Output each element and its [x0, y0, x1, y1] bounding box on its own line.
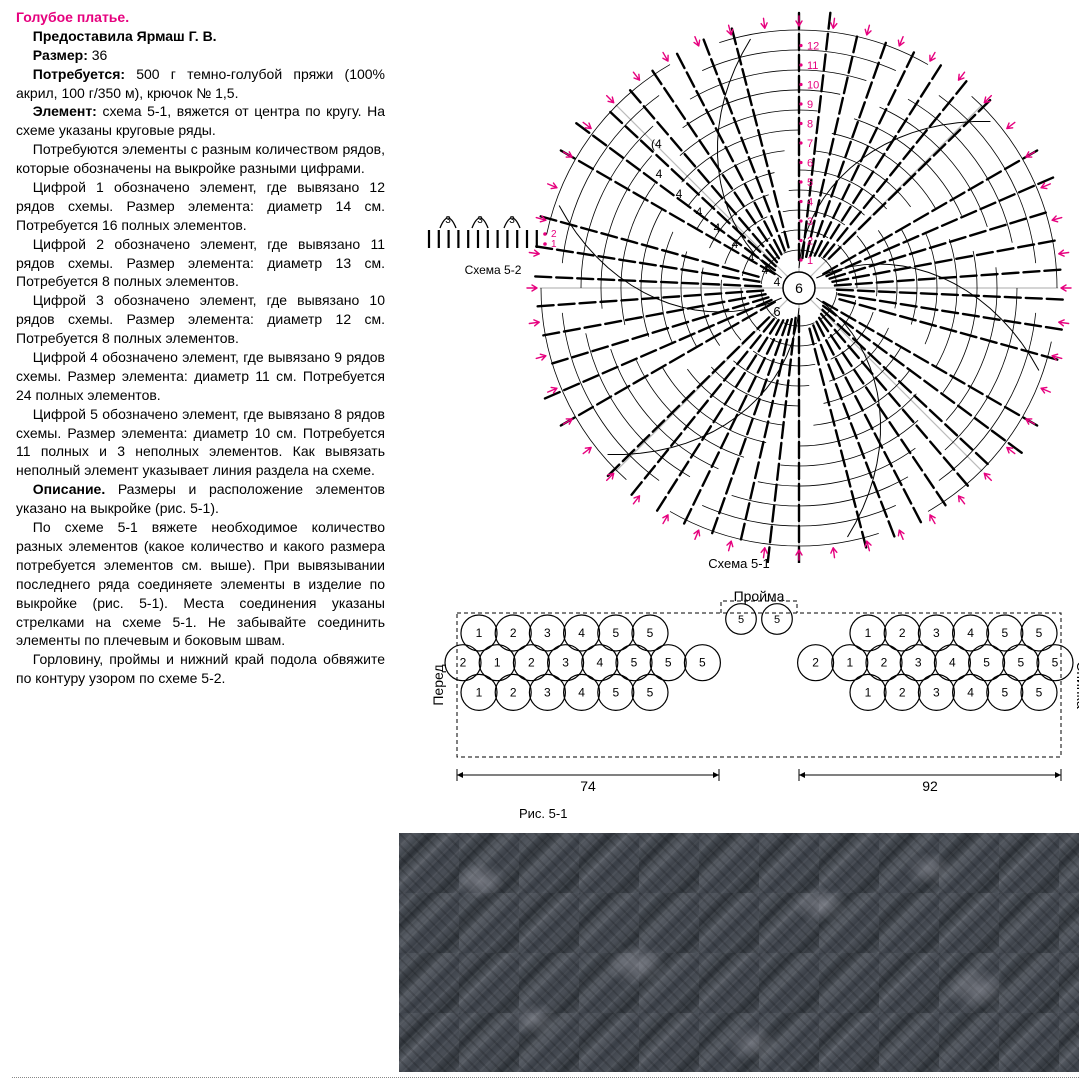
para-d5: Цифрой 5 обозначено элемент, где вывязан…: [16, 405, 385, 481]
svg-text:92: 92: [922, 778, 938, 794]
svg-text:4: 4: [967, 626, 974, 640]
svg-text:5: 5: [738, 614, 744, 626]
para-d1: Цифрой 1 обозначено элемент, где вывязан…: [16, 178, 385, 235]
svg-text:12: 12: [807, 41, 819, 53]
svg-text:5: 5: [699, 656, 706, 670]
figure-5-1: Пройма 1 2 3 4 5 5 2 1 2 3 4 5 5 5 1 2 3 4 5 5 5 5 4 3 2 1 5 5 5 4 3 2 1 2…: [399, 583, 1079, 823]
svg-text:11: 11: [807, 60, 818, 72]
svg-text:1: 1: [476, 626, 483, 640]
size-line: Размер: 36: [16, 46, 385, 65]
svg-text:5: 5: [631, 656, 638, 670]
svg-text:2: 2: [510, 685, 517, 699]
svg-text:5: 5: [647, 626, 654, 640]
svg-text:5: 5: [665, 656, 672, 670]
svg-text:1: 1: [865, 626, 872, 640]
svg-text:3: 3: [915, 656, 922, 670]
svg-text:4: 4: [732, 237, 739, 251]
element-line: Элемент: схема 5-1, вяжется от центра по…: [16, 102, 385, 140]
para-rows: Потребуются элементы с разным количество…: [16, 140, 385, 178]
svg-text:1: 1: [846, 656, 853, 670]
svg-text:5: 5: [1036, 685, 1043, 699]
svg-text:3: 3: [544, 626, 551, 640]
svg-text:5: 5: [1001, 626, 1008, 640]
svg-text:6: 6: [795, 280, 803, 296]
svg-text:6: 6: [773, 304, 780, 319]
svg-text:5: 5: [1017, 656, 1024, 670]
svg-text:2: 2: [807, 236, 813, 248]
svg-text:5: 5: [774, 614, 780, 626]
svg-text:4: 4: [774, 275, 781, 289]
svg-text:74: 74: [580, 778, 596, 794]
svg-text:5: 5: [807, 177, 813, 189]
para-d4: Цифрой 4 обозначено элемент, где вывязан…: [16, 348, 385, 405]
svg-text:5: 5: [1052, 656, 1059, 670]
svg-text:4: 4: [949, 656, 956, 670]
materials-line: Потребуется: 500 г темно-голубой пряжи (…: [16, 65, 385, 103]
svg-text:5: 5: [647, 685, 654, 699]
desc-line-2: По схеме 5-1 вяжете необходимое количест…: [16, 518, 385, 650]
svg-text:5: 5: [1001, 685, 1008, 699]
svg-text:4: 4: [656, 167, 663, 181]
svg-text:10: 10: [807, 80, 819, 92]
desc-line-3: Горловину, проймы и нижний край подола о…: [16, 650, 385, 688]
svg-text:4: 4: [762, 263, 769, 277]
svg-text:3: 3: [933, 685, 940, 699]
svg-text:4: 4: [714, 221, 721, 235]
fabric-photo: [399, 833, 1079, 1072]
svg-text:5: 5: [612, 685, 619, 699]
para-d3: Цифрой 3 обозначено элемент, где вывязан…: [16, 291, 385, 348]
svg-text:3: 3: [933, 626, 940, 640]
svg-text:2: 2: [899, 685, 906, 699]
svg-text:1: 1: [494, 656, 501, 670]
svg-text:1: 1: [476, 685, 483, 699]
svg-text:4: 4: [596, 656, 603, 670]
svg-text:1: 1: [865, 685, 872, 699]
svg-text:Перед: Перед: [430, 664, 446, 705]
svg-text:2: 2: [510, 626, 517, 640]
svg-text:3: 3: [544, 685, 551, 699]
svg-text:5: 5: [983, 656, 990, 670]
title: Голубое платье.: [16, 8, 385, 27]
svg-text:4: 4: [578, 626, 585, 640]
text-column: Голубое платье. Предоставила Ярмаш Г. В.…: [0, 0, 395, 1080]
svg-text:6: 6: [807, 158, 813, 170]
svg-text:7: 7: [807, 138, 813, 150]
figure-5-1-label: Рис. 5-1: [519, 805, 567, 823]
page: Голубое платье. Предоставила Ярмаш Г. В.…: [0, 0, 1091, 1080]
svg-text:2: 2: [812, 656, 819, 670]
svg-text:2: 2: [881, 656, 888, 670]
svg-text:9: 9: [807, 99, 813, 111]
svg-text:4: 4: [676, 187, 683, 201]
svg-text:4: 4: [748, 251, 755, 265]
diagram-column: 33321 Схема 5-2 6644444444(4123456789101…: [395, 0, 1091, 1080]
para-d2: Цифрой 2 обозначено элемент, где вывязан…: [16, 235, 385, 292]
svg-text:Спинка: Спинка: [1074, 661, 1079, 709]
svg-text:3: 3: [562, 656, 569, 670]
schema-5-1-label: Схема 5-1: [708, 555, 770, 573]
svg-text:4: 4: [807, 197, 813, 209]
svg-text:1: 1: [807, 255, 813, 267]
svg-text:2: 2: [899, 626, 906, 640]
svg-text:5: 5: [612, 626, 619, 640]
svg-text:3: 3: [807, 216, 813, 228]
author-line: Предоставила Ярмаш Г. В.: [16, 27, 385, 46]
svg-text:(4: (4: [651, 137, 662, 151]
schema-5-1: 6644444444(4123456789101112 Схема 5-1: [399, 8, 1079, 573]
svg-text:5: 5: [1036, 626, 1043, 640]
svg-text:2: 2: [460, 656, 467, 670]
svg-text:8: 8: [807, 119, 813, 131]
svg-text:4: 4: [696, 205, 703, 219]
desc-line-1: Описание. Размеры и расположение элемент…: [16, 480, 385, 518]
svg-text:Пройма: Пройма: [734, 588, 785, 604]
svg-text:4: 4: [967, 685, 974, 699]
page-footer-divider: [12, 1077, 1079, 1078]
svg-text:2: 2: [528, 656, 535, 670]
svg-text:4: 4: [578, 685, 585, 699]
